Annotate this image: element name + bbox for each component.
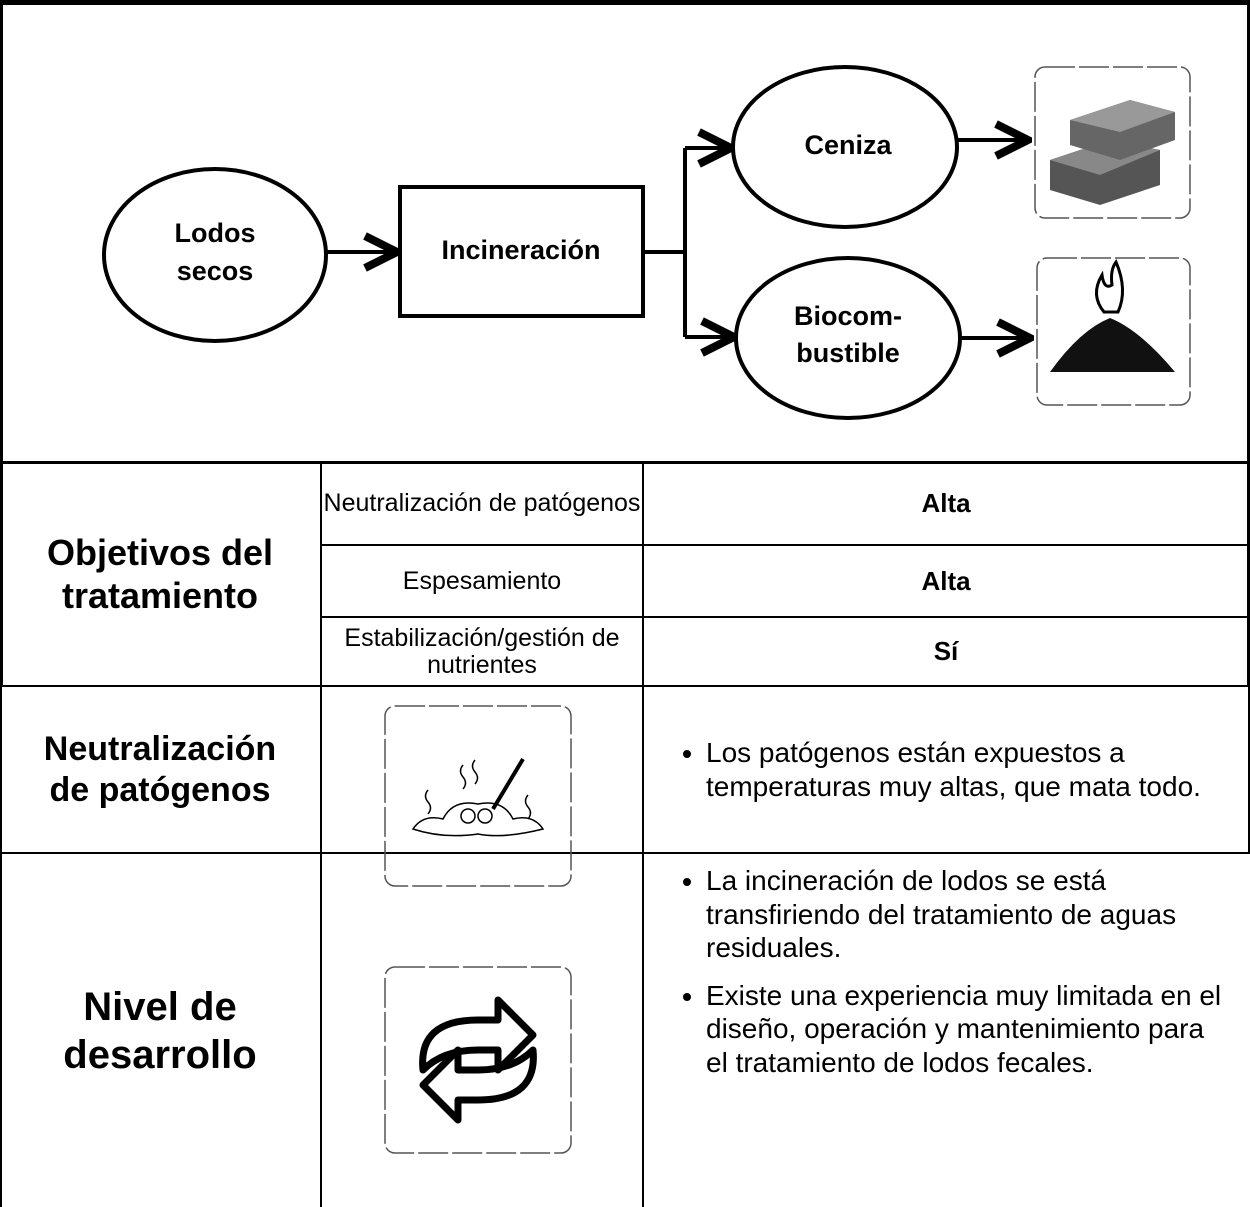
icon-frame [1034, 66, 1191, 219]
bricks-icon [1050, 100, 1175, 205]
objective-name: Estabilización/gestión de nutrientes [344, 624, 620, 679]
border [1247, 0, 1250, 686]
border [0, 685, 1250, 687]
border [0, 461, 1250, 464]
bullet-cell: Los patógenos están expuestos a temperat… [644, 687, 1248, 852]
node-label: Biocom- [794, 301, 902, 331]
border [642, 462, 644, 1207]
objective-name: Neutralización de patógenos [323, 489, 641, 518]
node-label: bustible [796, 338, 900, 368]
row-title: Neutralización de patógenos [43, 729, 277, 809]
objective-value: Alta [921, 488, 971, 518]
border [0, 852, 1250, 854]
border [1248, 686, 1250, 853]
border [320, 616, 1250, 618]
bullet-cell: La incineración de lodos se está transfi… [644, 854, 1248, 1207]
border [320, 544, 1250, 546]
objective-value: Sí [933, 636, 959, 666]
node-label: secos [177, 256, 254, 286]
icon-frame [1036, 257, 1191, 406]
fuel-icon [1050, 259, 1175, 372]
node-label: Incineración [441, 235, 600, 265]
refresh-icon [384, 966, 572, 1154]
bullet-list: Los patógenos están expuestos a temperat… [644, 736, 1248, 803]
bullet: Los patógenos están expuestos a temperat… [706, 736, 1228, 803]
border [0, 686, 2, 1207]
border [320, 462, 322, 1207]
node-label: Ceniza [804, 130, 892, 160]
row-title: Nivel de desarrollo [63, 984, 257, 1077]
bullet: Existe una experiencia muy limitada en e… [706, 979, 1228, 1080]
row-title: Objetivos del tratamiento [46, 531, 274, 616]
objective-value: Alta [921, 565, 971, 596]
flow-diagram: Lodos secos Incineración Ceniza Biocom- … [102, 65, 1191, 420]
pathogen-icon [384, 705, 572, 887]
border [0, 0, 1250, 5]
node-shape [102, 167, 328, 343]
bullet: La incineración de lodos se está transfi… [706, 864, 1228, 965]
bullet-list: La incineración de lodos se está transfi… [644, 864, 1248, 1080]
objective-name: Espesamiento [402, 566, 562, 595]
border [0, 0, 3, 686]
node-label: Lodos [175, 218, 256, 248]
